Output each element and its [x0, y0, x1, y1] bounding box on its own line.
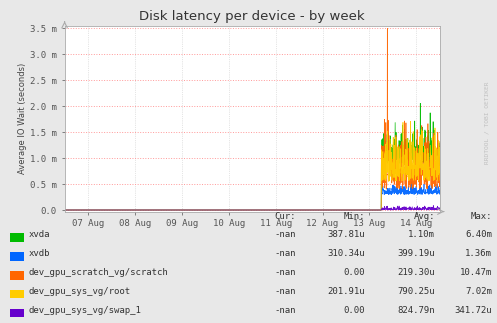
Text: Max:: Max: — [471, 212, 492, 221]
Text: -nan: -nan — [274, 268, 296, 277]
Bar — [10, 233, 24, 242]
Text: 10.47m: 10.47m — [460, 268, 492, 277]
Text: dev_gpu_sys_vg/swap_1: dev_gpu_sys_vg/swap_1 — [29, 306, 142, 315]
Text: 1.36m: 1.36m — [465, 249, 492, 258]
Text: 824.79n: 824.79n — [397, 306, 435, 315]
Text: dev_gpu_scratch_vg/scratch: dev_gpu_scratch_vg/scratch — [29, 268, 168, 277]
Text: RRDTOOL / TOBI OETIKER: RRDTOOL / TOBI OETIKER — [485, 81, 490, 164]
Text: xvdb: xvdb — [29, 249, 50, 258]
Text: 0.00: 0.00 — [344, 306, 365, 315]
Text: Min:: Min: — [344, 212, 365, 221]
Text: 399.19u: 399.19u — [397, 249, 435, 258]
Text: 1.10m: 1.10m — [408, 230, 435, 239]
Text: 6.40m: 6.40m — [465, 230, 492, 239]
Title: Disk latency per device - by week: Disk latency per device - by week — [140, 10, 365, 23]
Text: dev_gpu_sys_vg/root: dev_gpu_sys_vg/root — [29, 287, 131, 296]
Text: Cur:: Cur: — [274, 212, 296, 221]
Text: 790.25u: 790.25u — [397, 287, 435, 296]
Text: 7.02m: 7.02m — [465, 287, 492, 296]
Text: -nan: -nan — [274, 287, 296, 296]
Text: 310.34u: 310.34u — [328, 249, 365, 258]
Text: 0.00: 0.00 — [344, 268, 365, 277]
Text: 341.72u: 341.72u — [454, 306, 492, 315]
Y-axis label: Average IO Wait (seconds): Average IO Wait (seconds) — [18, 63, 27, 174]
Text: Avg:: Avg: — [414, 212, 435, 221]
Bar — [10, 252, 24, 261]
Bar — [10, 271, 24, 279]
Text: xvda: xvda — [29, 230, 50, 239]
Text: -nan: -nan — [274, 249, 296, 258]
Bar — [10, 289, 24, 298]
Text: 219.30u: 219.30u — [397, 268, 435, 277]
Text: -nan: -nan — [274, 230, 296, 239]
Text: 201.91u: 201.91u — [328, 287, 365, 296]
Bar — [10, 308, 24, 318]
Text: -nan: -nan — [274, 306, 296, 315]
Text: 387.81u: 387.81u — [328, 230, 365, 239]
